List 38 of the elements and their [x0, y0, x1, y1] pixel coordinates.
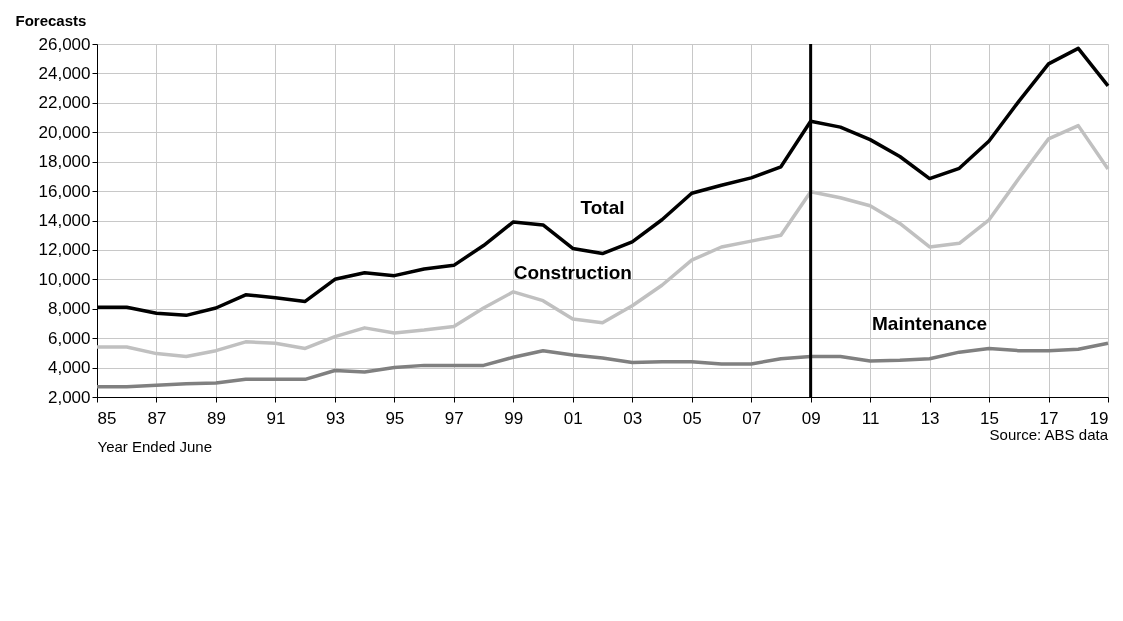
- line-series: [95, 341, 1110, 389]
- y-tick-label: 24,000: [38, 63, 91, 83]
- x-tick-label: 09: [801, 408, 821, 428]
- x-tick-label: 85: [97, 408, 117, 428]
- y-tick-label: 6,000: [47, 328, 91, 348]
- x-tick-label: 11: [861, 408, 880, 428]
- y-tick-label: 16,000: [38, 181, 91, 201]
- x-tick-label: 89: [206, 408, 226, 428]
- y-tick-label: 14,000: [38, 211, 91, 230]
- y-tick-label: 26,000: [38, 34, 91, 54]
- y-tick-label: 22,000: [38, 93, 91, 113]
- x-tick-label: 13: [920, 408, 940, 428]
- y-tick-label: 20,000: [38, 122, 91, 142]
- x-tick-label: 95: [385, 408, 405, 428]
- x-tick-label: 93: [325, 408, 345, 428]
- x-axis-title: Year Ended June: [97, 437, 213, 455]
- x-tick-label: 05: [682, 408, 702, 428]
- x-tick-label: 07: [742, 408, 762, 428]
- y-tick-label: 10,000: [38, 269, 91, 289]
- x-tick-label: 19: [1089, 408, 1109, 428]
- x-tick-label: 91: [266, 408, 286, 428]
- x-tick-label: 99: [504, 408, 524, 428]
- x-tick-label: 01: [563, 408, 583, 428]
- y-axis-title: Forecasts: [15, 11, 87, 29]
- series-label: Construction: [513, 262, 632, 284]
- y-tick-label: 12,000: [38, 240, 91, 260]
- x-tick-label: 03: [623, 408, 643, 428]
- x-tick-label: 17: [1039, 408, 1059, 428]
- y-tick-label: 2,000: [47, 387, 91, 407]
- x-tick-label: 97: [444, 408, 464, 428]
- x-tick-label: 87: [147, 408, 167, 428]
- x-tick-label: 15: [980, 408, 1000, 428]
- series-label: Total: [580, 196, 625, 218]
- y-tick-label: 4,000: [47, 358, 91, 378]
- series-label: Maintenance: [872, 312, 988, 334]
- y-tick-label: 8,000: [47, 299, 91, 319]
- y-tick-label: 18,000: [38, 152, 91, 172]
- source-note: Source: ABS data: [989, 426, 1109, 443]
